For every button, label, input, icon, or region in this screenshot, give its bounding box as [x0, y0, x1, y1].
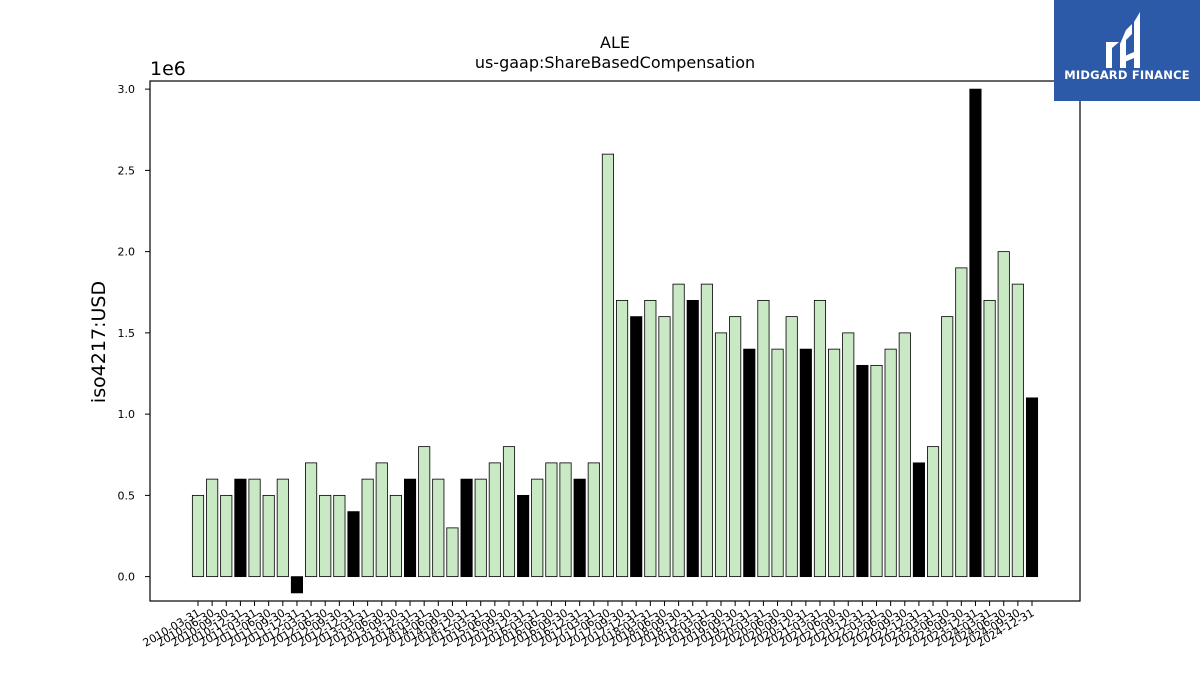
- bar-2012-06-30: [319, 494, 332, 578]
- y-tick-label: 1.0: [118, 408, 136, 421]
- bar-2017-03-31: [587, 462, 600, 578]
- bar-2010-03-31: [191, 494, 205, 578]
- bar-2013-06-30: [375, 462, 388, 578]
- bar-2021-12-31: [856, 364, 869, 578]
- bar-2024-09-30: [1011, 283, 1024, 578]
- bar-2017-06-30: [601, 153, 614, 578]
- y-axis-label: iso4217:USD: [88, 281, 110, 403]
- bar-2015-06-30: [488, 462, 501, 578]
- chart-subtitle: us-gaap:ShareBasedCompensation: [475, 53, 755, 72]
- bar-2021-06-30: [828, 348, 841, 578]
- bar-2010-09-30: [220, 494, 233, 578]
- bar-2019-09-30: [729, 316, 742, 578]
- bar-2022-06-30: [884, 348, 897, 578]
- bar-2013-12-31: [403, 478, 417, 578]
- bar-2023-12-31: [969, 88, 982, 578]
- bar-2012-09-30: [333, 494, 346, 578]
- bar-2020-12-31: [799, 348, 812, 578]
- bar-2021-03-31: [813, 299, 827, 578]
- y-tick-label: 2.0: [118, 246, 136, 259]
- bar-2024-12-31: [1025, 397, 1039, 578]
- bar-2015-09-30: [502, 446, 516, 578]
- bar-2021-09-30: [842, 332, 855, 578]
- y-tick-label: 3.0: [118, 83, 136, 96]
- bar-2022-12-31: [912, 462, 925, 578]
- bar-2018-06-30: [658, 316, 671, 578]
- bar-2013-09-30: [389, 494, 402, 578]
- bar-2013-03-31: [361, 478, 374, 578]
- bar-2020-09-30: [785, 316, 798, 578]
- bar-2019-03-31: [700, 283, 713, 578]
- bar-2018-09-30: [672, 283, 685, 578]
- bar-2011-03-31: [248, 478, 261, 578]
- bar-2024-03-31: [983, 299, 996, 578]
- bar-2010-06-30: [206, 478, 219, 578]
- bar-2024-06-30: [997, 251, 1010, 578]
- y-tick-label: 0.5: [118, 489, 136, 502]
- brand-name: MIDGARD FINANCE: [1064, 68, 1190, 82]
- bar-2015-03-31: [474, 478, 487, 578]
- brand-mark-icon: [1106, 12, 1140, 68]
- bar-2014-06-30: [432, 478, 445, 578]
- bar-2022-09-30: [898, 332, 911, 578]
- bar-2016-12-31: [573, 478, 586, 578]
- bar-2012-03-31: [305, 462, 318, 578]
- bar-2023-09-30: [955, 267, 968, 578]
- bar-2023-03-31: [927, 446, 940, 578]
- bar-2012-12-31: [347, 511, 360, 578]
- x-ticks-group: 2010-03-312010-06-302010-09-302010-12-31…: [141, 601, 1037, 650]
- bar-2016-03-31: [531, 478, 544, 578]
- bar-2011-12-31: [290, 576, 304, 594]
- y-ticks-group: 0.0 0.5 1.0 1.5 2.0 2.5 3.0: [118, 83, 150, 584]
- bar-2018-03-31: [644, 299, 657, 578]
- brand-logo: MIDGARD FINANCE: [1054, 0, 1200, 101]
- y-tick-label: 0.0: [118, 571, 136, 584]
- bar-2017-12-31: [630, 316, 643, 578]
- bar-2019-12-31: [743, 348, 756, 578]
- bar-2011-06-30: [262, 494, 275, 578]
- bar-2020-06-30: [771, 348, 784, 578]
- bar-2017-09-30: [616, 299, 629, 578]
- bar-2016-06-30: [545, 462, 558, 578]
- bar-2023-06-30: [941, 316, 954, 578]
- bar-2014-03-31: [418, 446, 431, 578]
- bar-2020-03-31: [757, 299, 770, 578]
- y-tick-label: 2.5: [118, 164, 136, 177]
- bar-2018-12-31: [686, 299, 699, 578]
- bar-2015-12-31: [517, 494, 530, 578]
- chart-title: ALE: [600, 33, 630, 52]
- bar-2014-09-30: [446, 527, 459, 578]
- bar-2022-03-31: [870, 364, 883, 578]
- y-tick-label: 1.5: [118, 327, 136, 340]
- bar-2010-12-31: [234, 478, 247, 578]
- bar-2016-09-30: [559, 462, 572, 578]
- bar-2019-06-30: [714, 332, 728, 578]
- bar-2014-12-31: [460, 478, 473, 578]
- y-scale-label: 1e6: [150, 58, 186, 80]
- bars-group: [191, 88, 1039, 594]
- plot-frame: [149, 80, 1081, 602]
- bar-2011-09-30: [276, 478, 289, 578]
